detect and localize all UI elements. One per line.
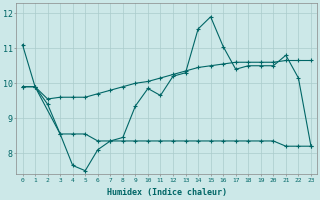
X-axis label: Humidex (Indice chaleur): Humidex (Indice chaleur) (107, 188, 227, 197)
